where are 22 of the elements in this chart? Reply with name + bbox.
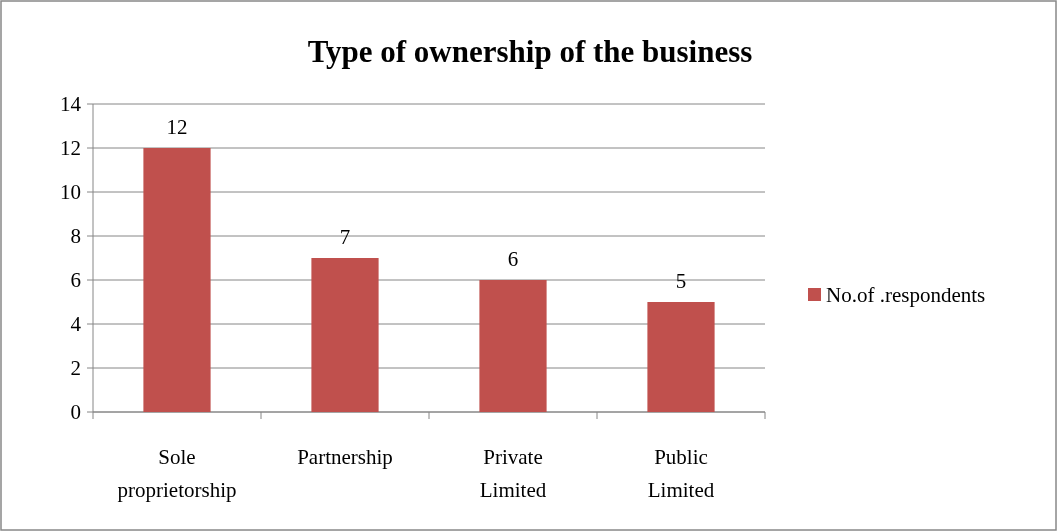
y-tick-label: 10 [60, 180, 81, 205]
x-tick-label: Private Limited [479, 445, 547, 502]
legend-label: No.of .respondents [826, 283, 986, 308]
bar [647, 302, 715, 412]
y-tick-label: 4 [70, 312, 82, 337]
data-label: 7 [339, 225, 351, 249]
y-tick-label: 6 [70, 268, 81, 293]
bar [311, 258, 379, 412]
x-tick-label: Partnership [297, 445, 393, 469]
data-label: 6 [507, 247, 519, 271]
bar [479, 280, 547, 412]
y-tick-label: 8 [70, 224, 81, 249]
chart-title: Type of ownership of the business [307, 34, 753, 69]
y-tick-label: 12 [60, 136, 81, 161]
y-tick-label: 14 [60, 92, 82, 117]
bar [143, 148, 211, 412]
data-label: 5 [675, 269, 687, 293]
x-tick-label: Public Limited [647, 445, 715, 502]
y-tick-label: 2 [70, 356, 81, 381]
data-label: 12 [166, 115, 188, 139]
x-tick-label: Sole proprietorship [117, 445, 237, 502]
y-tick-label: 0 [70, 400, 81, 425]
